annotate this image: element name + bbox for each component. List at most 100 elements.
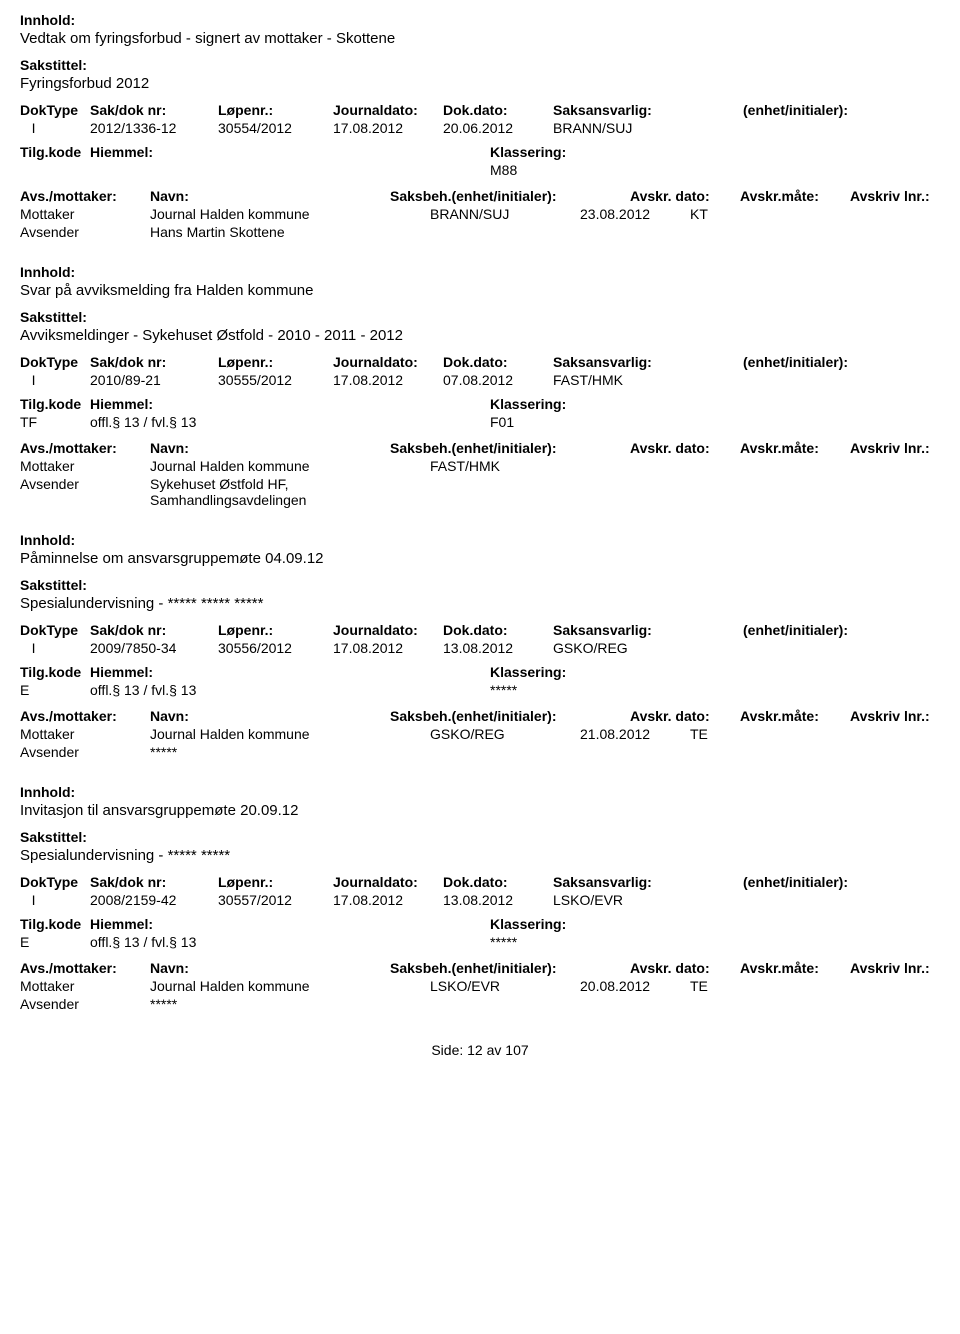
enhet-header: (enhet/initialer):: [743, 354, 883, 370]
party-role: Avsender: [20, 222, 110, 240]
party-avskrdato: [580, 456, 690, 474]
saksansvarlig-header: Saksansvarlig:: [553, 874, 743, 890]
party-role: Mottaker: [20, 724, 110, 742]
sakstittel-value: Spesialundervisning - ***** ***** *****: [20, 595, 940, 612]
journaldato-value: 17.08.2012: [333, 118, 443, 136]
spacer: [110, 976, 150, 994]
hjemmel-row: Tilg.kodeHiemmel:Eoffl.§ 13 / fvl.§ 13Kl…: [20, 664, 940, 698]
spacer: [110, 474, 150, 508]
tilgkode-header: Tilg.kode: [20, 396, 90, 412]
klassering-header: Klassering:: [490, 916, 566, 932]
party-row: AvsenderSykehuset Østfold HF, Samhandlin…: [20, 474, 940, 508]
saknr-value: 2012/1336-12: [90, 118, 218, 136]
entry-data-row: I2010/89-2130555/201217.08.201207.08.201…: [20, 370, 940, 388]
tilgkode-header: Tilg.kode: [20, 916, 90, 932]
hjemmel-row: Tilg.kodeHiemmel:Klassering:M88: [20, 144, 940, 178]
dokdato-header: Dok.dato:: [443, 874, 553, 890]
tilgkode-value: [20, 160, 90, 162]
doktype-value: I: [20, 638, 90, 656]
party-saksbeh: [430, 222, 580, 240]
avskrlnr-header: Avskriv lnr.:: [850, 440, 950, 456]
saknr-value: 2010/89-21: [90, 370, 218, 388]
party-avskrdato: 21.08.2012: [580, 724, 690, 742]
av-label: av: [487, 1042, 502, 1058]
sakstittel-value: Fyringsforbud 2012: [20, 75, 940, 92]
party-header-row: Avs./mottaker:Navn:Saksbeh.(enhet/initia…: [20, 960, 940, 976]
party-row: MottakerJournal Halden kommuneFAST/HMK: [20, 456, 940, 474]
avskrlnr-header: Avskriv lnr.:: [850, 708, 950, 724]
sakstittel-value: Spesialundervisning - ***** *****: [20, 847, 940, 864]
doktype-header: DokType: [20, 874, 90, 890]
page-footer: Side: 12 av 107: [20, 1042, 940, 1058]
innhold-label: Innhold:: [20, 784, 940, 800]
spacer1: [210, 188, 390, 204]
spacer: [110, 994, 150, 1012]
journaldato-header: Journaldato:: [333, 622, 443, 638]
journal-entry: Innhold:Påminnelse om ansvarsgruppemøte …: [20, 532, 940, 760]
avskrdato-header: Avskr. dato:: [630, 188, 740, 204]
lopenr-header: Løpenr.:: [218, 622, 333, 638]
tilgkode-value: E: [20, 932, 90, 950]
party-row: MottakerJournal Halden kommuneGSKO/REG21…: [20, 724, 940, 742]
party-avskrdato: 23.08.2012: [580, 204, 690, 222]
party-role: Avsender: [20, 994, 110, 1012]
party-avskrmate: [690, 456, 760, 474]
spacer1: [210, 440, 390, 456]
party-name: Hans Martin Skottene: [150, 222, 430, 240]
saksbeh-header: Saksbeh.(enhet/initialer):: [390, 708, 630, 724]
innhold-label: Innhold:: [20, 532, 940, 548]
navn-header: Navn:: [150, 440, 210, 456]
lopenr-value: 30556/2012: [218, 638, 333, 656]
page-total: 107: [505, 1042, 528, 1058]
saksbeh-header: Saksbeh.(enhet/initialer):: [390, 188, 630, 204]
innhold-label: Innhold:: [20, 264, 940, 280]
hjemmel-value: offl.§ 13 / fvl.§ 13: [90, 412, 490, 430]
saksansvarlig-value: BRANN/SUJ: [553, 118, 743, 136]
journaldato-value: 17.08.2012: [333, 638, 443, 656]
saknr-header: Sak/dok nr:: [90, 354, 218, 370]
saksansvarlig-header: Saksansvarlig:: [553, 622, 743, 638]
klassering-header: Klassering:: [490, 664, 566, 680]
avskrlnr-header: Avskriv lnr.:: [850, 960, 950, 976]
party-row: Avsender*****: [20, 994, 940, 1012]
innhold-value: Invitasjon til ansvarsgruppemøte 20.09.1…: [20, 802, 940, 819]
hjemmel-row: Tilg.kodeHiemmel:TFoffl.§ 13 / fvl.§ 13K…: [20, 396, 940, 430]
spacer: [110, 724, 150, 742]
party-avskrdato: [580, 474, 690, 508]
innhold-value: Svar på avviksmelding fra Halden kommune: [20, 282, 940, 299]
tilgkode-header: Tilg.kode: [20, 664, 90, 680]
klassering-value: F01: [490, 414, 566, 430]
hjemmel-header: Hiemmel:: [90, 396, 490, 412]
hjemmel-header: Hiemmel:: [90, 144, 490, 160]
avskrdato-header: Avskr. dato:: [630, 440, 740, 456]
party-role: Mottaker: [20, 204, 110, 222]
saksansvarlig-value: LSKO/EVR: [553, 890, 743, 908]
doktype-header: DokType: [20, 102, 90, 118]
saksansvarlig-value: FAST/HMK: [553, 370, 743, 388]
column-header-row: DokTypeSak/dok nr:Løpenr.:Journaldato:Do…: [20, 354, 940, 370]
entry-data-row: I2012/1336-1230554/201217.08.201220.06.2…: [20, 118, 940, 136]
party-role: Avsender: [20, 742, 110, 760]
dokdato-header: Dok.dato:: [443, 354, 553, 370]
spacer: [110, 742, 150, 760]
dokdato-value: 13.08.2012: [443, 890, 553, 908]
lopenr-header: Løpenr.:: [218, 874, 333, 890]
party-row: MottakerJournal Halden kommuneLSKO/EVR20…: [20, 976, 940, 994]
party-role: Mottaker: [20, 456, 110, 474]
hjemmel-row: Tilg.kodeHiemmel:Eoffl.§ 13 / fvl.§ 13Kl…: [20, 916, 940, 950]
avskrdato-header: Avskr. dato:: [630, 960, 740, 976]
party-row: MottakerJournal Halden kommuneBRANN/SUJ2…: [20, 204, 940, 222]
navn-header: Navn:: [150, 708, 210, 724]
saksbeh-header: Saksbeh.(enhet/initialer):: [390, 960, 630, 976]
party-avskrmate: [690, 222, 760, 240]
saksansvarlig-value: GSKO/REG: [553, 638, 743, 656]
enhet-header: (enhet/initialer):: [743, 874, 883, 890]
party-role: Mottaker: [20, 976, 110, 994]
party-name: Journal Halden kommune: [150, 456, 430, 474]
side-label: Side:: [431, 1042, 463, 1058]
saksansvarlig-header: Saksansvarlig:: [553, 354, 743, 370]
doktype-value: I: [20, 370, 90, 388]
avskrmate-header: Avskr.måte:: [740, 188, 850, 204]
journaldato-header: Journaldato:: [333, 102, 443, 118]
sakstittel-label: Sakstittel:: [20, 57, 940, 73]
